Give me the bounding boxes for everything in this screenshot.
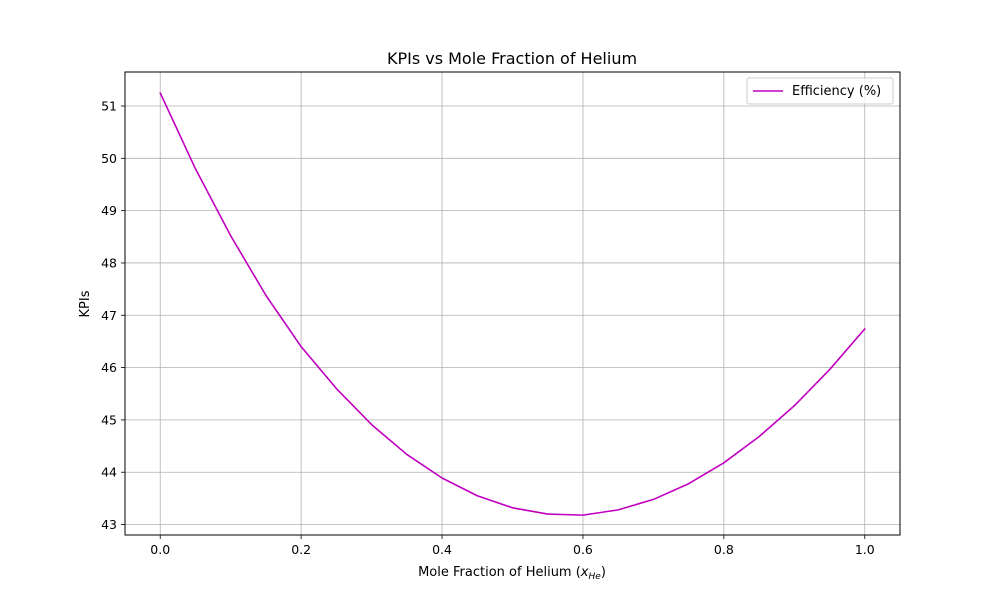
series-group [159,92,866,516]
legend-label-efficiency: Efficiency (%) [792,84,881,99]
y-axis-label: KPIs [78,290,93,317]
y-tick-label: 48 [101,255,117,270]
y-tick-label: 49 [101,203,117,218]
x-tick-label: 0.8 [714,542,734,557]
x-tick-label: 0.4 [432,542,452,557]
x-tick-label: 0.0 [150,542,170,557]
x-tick-label: 0.6 [573,542,593,557]
y-tick-label: 43 [101,517,117,532]
y-tick-label: 45 [101,412,117,427]
legend: Efficiency (%) [746,77,894,105]
y-tick-label: 44 [101,465,117,480]
grid [125,72,900,535]
y-tick-label: 47 [101,308,117,323]
plot-frame [124,71,901,536]
x-tick-label: 1.0 [855,542,875,557]
chart-title: KPIs vs Mole Fraction of Helium [387,49,637,68]
x-tick-label: 0.2 [291,542,311,557]
x-axis-label: Mole Fraction of Helium (xHe) [418,565,606,582]
series-line-efficiency [159,92,866,516]
y-tick-label: 51 [101,99,117,114]
axis-ticks: 0.0 0.2 0.4 0.6 0.8 1.0 43 44 45 46 47 48 49 50 51 [101,99,875,557]
y-tick-label: 46 [101,360,117,375]
y-tick-label: 50 [101,151,117,166]
legend-box [746,77,894,105]
